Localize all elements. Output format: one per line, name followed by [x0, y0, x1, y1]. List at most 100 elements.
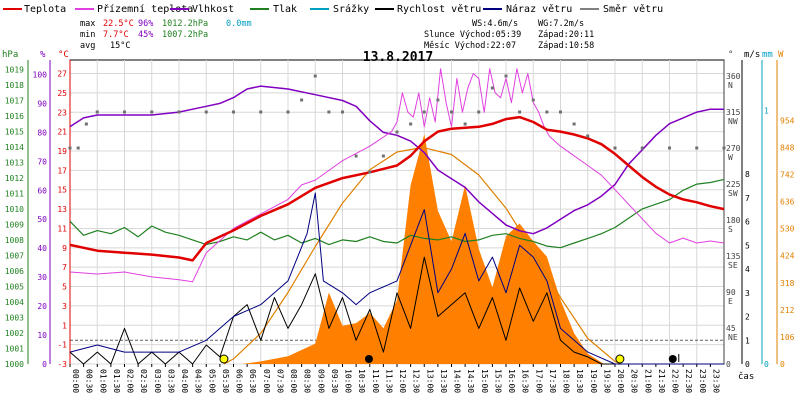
hpa-tick-label: 1007 [5, 251, 24, 260]
wind-direction-point [68, 146, 72, 150]
time-tick-label: 17:00 [534, 369, 543, 393]
sunset-icon [615, 354, 625, 364]
hpa-tick-label: 1013 [5, 158, 24, 167]
wind-direction-point [381, 154, 385, 158]
time-tick-label: 04:30 [194, 369, 203, 393]
hpa-tick-label: 1004 [5, 298, 24, 307]
time-tick-label: 22:00 [671, 369, 680, 393]
legend-label-rychlost: Rychlost větru [397, 3, 481, 15]
stats-block: max 22.5°C 96% 1012.2hPa 0.0mm min 7.7°C… [80, 19, 594, 51]
wind-direction-point [95, 110, 99, 114]
stats-avg-label: avg [80, 41, 95, 51]
time-tick-label: 10:00 [344, 369, 353, 393]
ms-tick-label: 0 [745, 360, 750, 369]
hpa-header: hPa [2, 50, 18, 60]
pressure-line [69, 178, 725, 249]
time-tick-label: 21:00 [643, 369, 652, 393]
ms-tick-label: 4 [745, 265, 750, 274]
stats-min-hum: 45% [138, 30, 153, 40]
wind-direction-point [368, 170, 372, 174]
pct-tick-label: 90 [37, 99, 47, 108]
pct-tick-label: 20 [37, 302, 47, 311]
deg-tick-label: 9 [62, 244, 67, 253]
deg-tick-label: 25 [57, 89, 67, 98]
w-tick-label: 424 [780, 252, 795, 261]
time-tick-label: 14:00 [453, 369, 462, 393]
wind-direction-point [84, 122, 88, 126]
wind-direction-point [327, 110, 331, 114]
stats-min-press: 1007.2hPa [162, 30, 208, 40]
wind-direction-point [436, 98, 440, 102]
legend-label-tlak: Tlak [273, 4, 297, 15]
deg-tick-label: 27 [57, 70, 67, 79]
dir-tick-label: 135 [726, 252, 741, 261]
dir-tick-label: 270 [726, 144, 741, 153]
legend-label-srazky: Srážky [333, 3, 369, 15]
mm-header: mm [762, 50, 773, 60]
deg-tick-label: 13 [57, 205, 67, 214]
dir-tick-label: 90 [726, 288, 736, 297]
ms-tick-label: 8 [745, 170, 750, 179]
deg-tick-label: 11 [57, 224, 67, 233]
time-tick-label: 06:00 [235, 369, 244, 393]
time-tick-label: 16:00 [507, 369, 516, 393]
wind-direction-point [395, 130, 399, 134]
w-tick-label: 636 [780, 198, 795, 207]
ms-tick-label: 1 [745, 336, 750, 345]
dir-tick-label: 360 [726, 72, 741, 81]
wind-direction-point [450, 110, 453, 114]
dir-tick-compass: NW [728, 117, 738, 126]
stats-max-press: 1012.2hPa [162, 19, 208, 29]
mm-tick-label: 1 [764, 107, 769, 116]
dir-tick-compass: SW [728, 189, 738, 198]
wind-direction-point [586, 134, 590, 138]
hpa-tick-label: 1018 [5, 81, 24, 90]
wind-direction-point [76, 146, 80, 150]
stats-max-label: max [80, 19, 95, 29]
stats-sun: Slunce Východ:05:39 [424, 30, 521, 40]
deg-tick-label: 21 [57, 128, 67, 137]
legend-label-vlhkost: Vlhkost [192, 4, 234, 15]
wind-direction-point [286, 110, 290, 114]
hpa-tick-label: 1005 [5, 282, 24, 291]
hpa-tick-label: 1012 [5, 174, 24, 183]
w-tick-label: 742 [780, 170, 795, 179]
deg-header: °C [58, 50, 69, 60]
time-tick-label: 05:30 [221, 369, 230, 393]
wind-direction-point [518, 110, 522, 114]
time-tick-label: 13:30 [439, 369, 448, 393]
time-tick-label: 12:00 [398, 369, 407, 393]
w-tick-label: 848 [780, 143, 795, 152]
dir-tick-compass: W [728, 153, 733, 162]
wind-direction-point [504, 74, 508, 78]
time-tick-label: 18:30 [575, 369, 584, 393]
dir-tick-compass: SE [728, 261, 738, 270]
w-tick-label: 530 [780, 225, 795, 234]
hpa-tick-label: 1003 [5, 313, 24, 322]
time-tick-label: 23:30 [711, 369, 720, 393]
time-tick-label: 07:00 [262, 369, 271, 393]
time-tick-label: 00:30 [85, 369, 94, 393]
time-tick-label: 19:30 [602, 369, 611, 393]
solar-theoretical-line [223, 146, 621, 365]
dir-tick-label: 180 [726, 216, 741, 225]
time-tick-label: 02:30 [139, 369, 148, 393]
wind-direction-point [490, 86, 494, 90]
hpa-tick-label: 1006 [5, 267, 24, 276]
time-tick-label: 09:00 [316, 369, 325, 393]
time-tick-label: 19:00 [589, 369, 598, 393]
pct-tick-label: 80 [37, 128, 47, 137]
time-tick-label: 00:00 [71, 369, 80, 393]
wind-direction-point [722, 146, 726, 150]
stats-ws: WS:4.6m/s [472, 19, 518, 29]
hpa-tick-label: 1016 [5, 112, 24, 121]
deg-tick-label: 3 [62, 302, 67, 311]
dir-tick-label: 0 [726, 360, 731, 369]
wind-direction-point [572, 122, 576, 126]
stats-avg-temp: 15°C [110, 41, 130, 51]
x-axis-label: čas [738, 371, 754, 382]
dir-tick-compass: N [728, 81, 733, 90]
deg-tick-label: 19 [57, 147, 67, 156]
moonset-icon [364, 355, 373, 363]
legend-label-teplota: Teplota [24, 4, 66, 15]
